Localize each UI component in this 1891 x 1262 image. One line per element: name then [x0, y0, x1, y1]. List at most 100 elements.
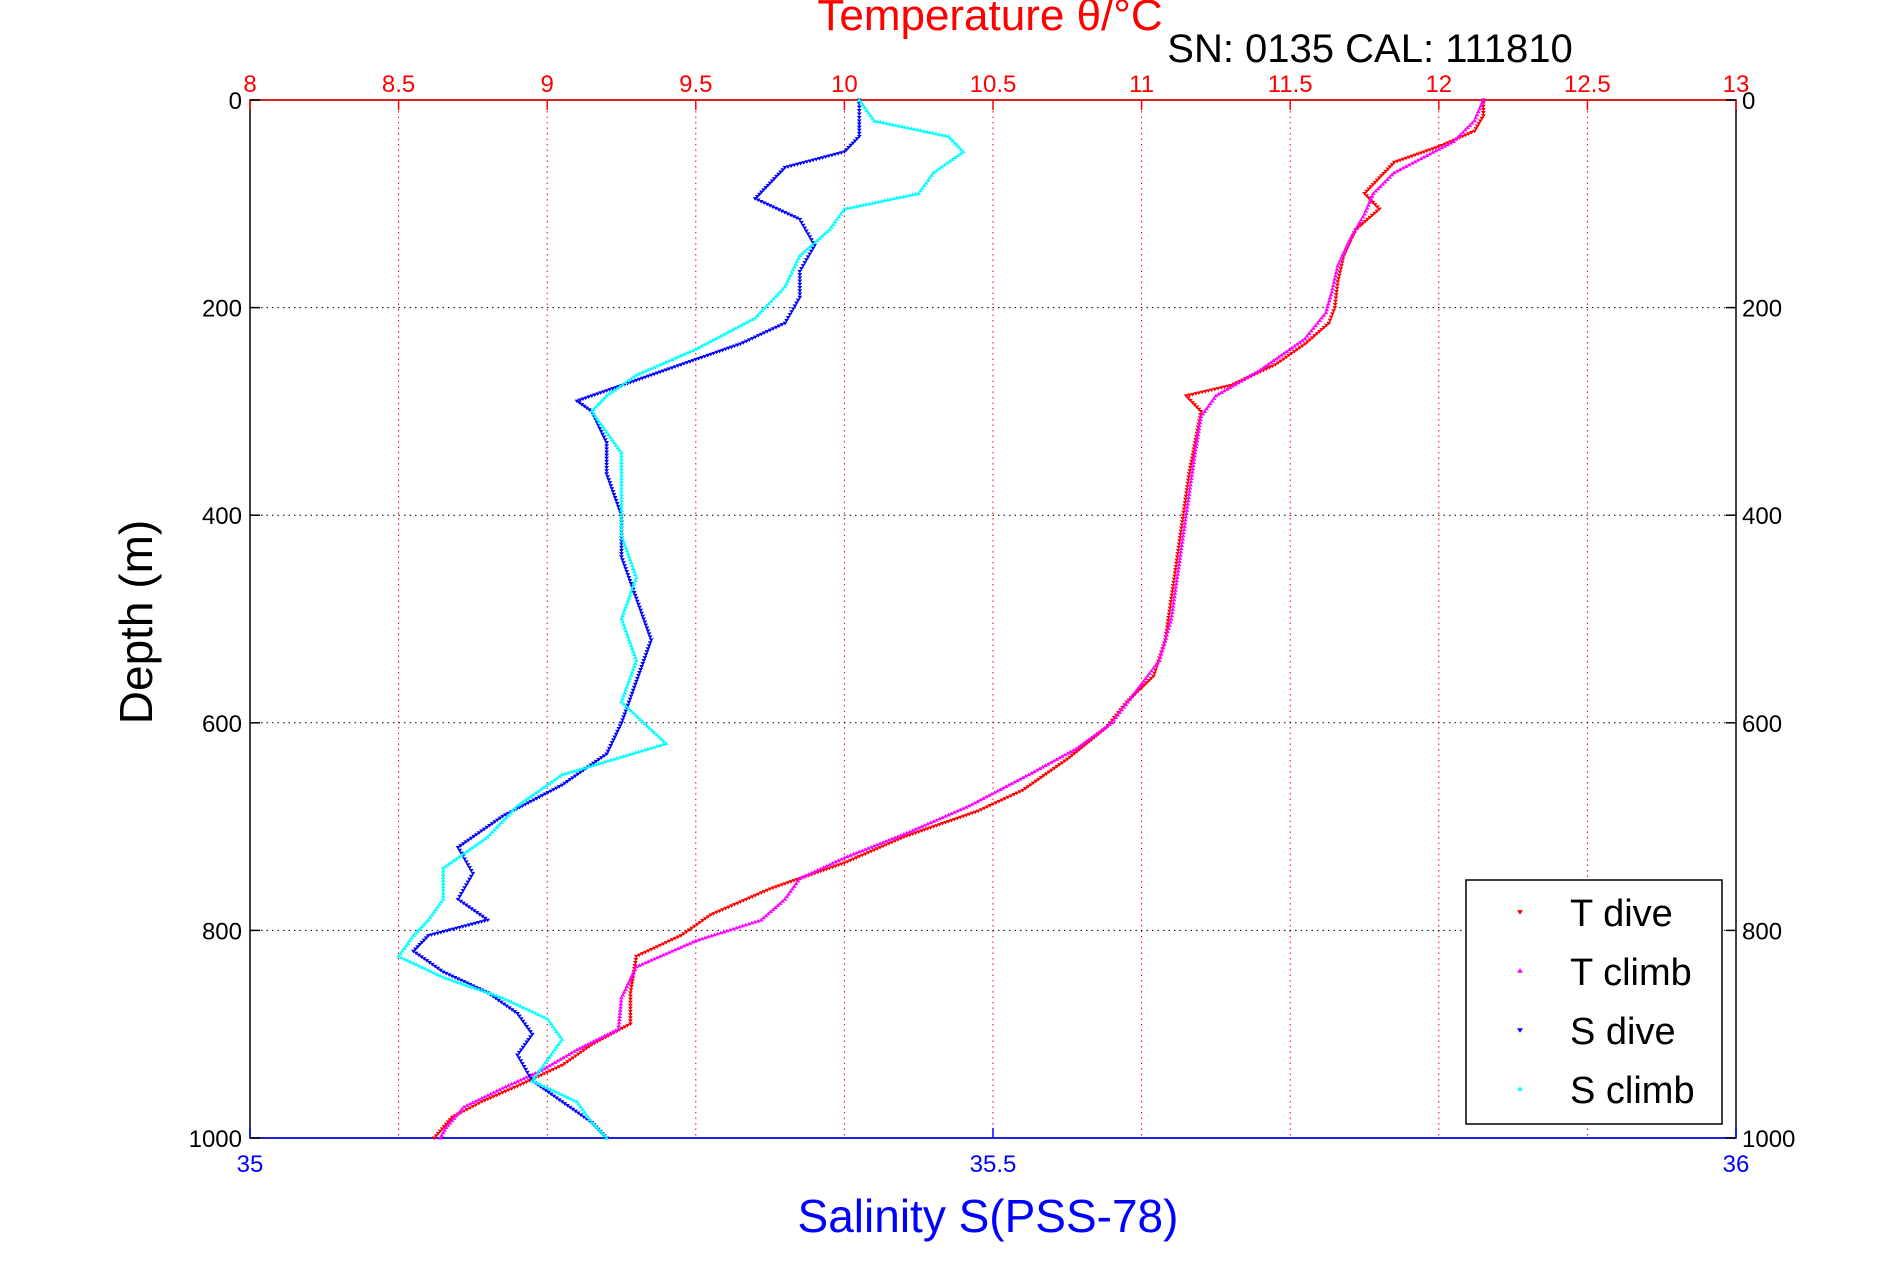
data-point: [894, 195, 900, 200]
data-point: [517, 801, 523, 806]
data-point: [797, 292, 803, 297]
data-point: [978, 808, 984, 812]
data-point: [797, 295, 803, 300]
data-point: [607, 481, 613, 485]
data-point: [538, 1082, 544, 1087]
data-point: [774, 174, 779, 179]
data-point: [1031, 769, 1037, 774]
data-point: [591, 411, 597, 416]
data-point: [619, 527, 624, 532]
data-point: [1328, 292, 1334, 297]
data-point: [904, 830, 910, 835]
data-point: [740, 923, 745, 928]
data-point: [1321, 325, 1327, 330]
data-point: [1057, 755, 1062, 760]
data-point: [1068, 749, 1074, 754]
data-point: [1472, 118, 1477, 123]
data-point: [887, 121, 892, 126]
data-point: [1260, 365, 1266, 370]
data-point: [975, 799, 981, 803]
data-point: [1294, 348, 1300, 352]
data-point: [568, 1096, 574, 1101]
data-point: [647, 641, 653, 645]
data-point: [694, 922, 700, 927]
data-point: [628, 581, 634, 586]
data-point: [604, 393, 610, 398]
data-point: [1430, 147, 1436, 151]
data-point: [1171, 600, 1177, 605]
data-point: [931, 170, 936, 175]
data-point: [1241, 377, 1247, 382]
data-point: [435, 1131, 441, 1136]
data-point: [520, 1019, 526, 1024]
data-point: [905, 125, 911, 130]
data-point: [533, 790, 539, 795]
data-point: [539, 794, 545, 798]
data-point: [578, 1104, 584, 1109]
data-point: [790, 267, 796, 272]
data-point: [839, 856, 844, 861]
data-point: [628, 1013, 633, 1017]
data-point: [856, 97, 862, 102]
data-point: [663, 368, 669, 373]
data-point: [555, 1058, 561, 1063]
data-point: [526, 1073, 532, 1078]
data-point: [485, 990, 491, 995]
data-point: [641, 617, 647, 622]
data-point: [628, 1003, 633, 1008]
data-point: [1182, 524, 1187, 528]
data-point: [809, 870, 815, 875]
data-point: [470, 1104, 476, 1109]
data-point: [818, 869, 824, 874]
data-point: [553, 786, 559, 791]
data-point: [543, 783, 549, 788]
data-point: [619, 508, 624, 512]
data-point: [785, 881, 791, 885]
data-point: [980, 796, 986, 800]
top-tick-label: 9.5: [679, 71, 712, 98]
data-point: [606, 432, 611, 437]
data-point: [1409, 161, 1415, 165]
data-point: [631, 685, 637, 690]
data-point: [491, 992, 497, 997]
data-point: [661, 739, 667, 743]
data-point: [586, 395, 592, 400]
data-point: [1391, 170, 1397, 175]
data-point: [1176, 562, 1182, 567]
data-point: [808, 238, 814, 242]
data-point: [638, 608, 644, 613]
data-point: [1176, 565, 1182, 570]
data-point: [1335, 280, 1341, 284]
data-point: [1333, 299, 1338, 304]
data-point: [619, 545, 624, 550]
data-point: [1436, 147, 1442, 151]
data-point: [787, 313, 793, 317]
data-point: [1478, 103, 1484, 108]
data-point: [1327, 295, 1333, 300]
data-point: [939, 132, 945, 137]
data-point: [1235, 380, 1241, 385]
data-point: [512, 1001, 517, 1005]
data-point: [1326, 298, 1332, 303]
data-point: [627, 697, 633, 702]
data-point: [1091, 733, 1097, 738]
data-point: [645, 374, 651, 379]
data-point: [1169, 610, 1175, 615]
data-point: [660, 942, 666, 947]
data-point: [592, 393, 598, 397]
data-point: [804, 258, 809, 262]
data-point: [1175, 568, 1181, 573]
data-point: [458, 899, 464, 904]
data-point: [864, 108, 870, 112]
top-tick-label: 12.5: [1564, 71, 1611, 98]
data-point: [1291, 350, 1297, 354]
data-point: [686, 928, 692, 933]
data-point: [629, 973, 635, 977]
data-point: [931, 825, 936, 829]
data-point: [555, 1042, 561, 1047]
data-point: [960, 806, 966, 810]
data-point: [1244, 375, 1249, 380]
data-point: [628, 988, 634, 992]
data-point: [512, 1010, 518, 1014]
data-point: [1216, 392, 1222, 396]
